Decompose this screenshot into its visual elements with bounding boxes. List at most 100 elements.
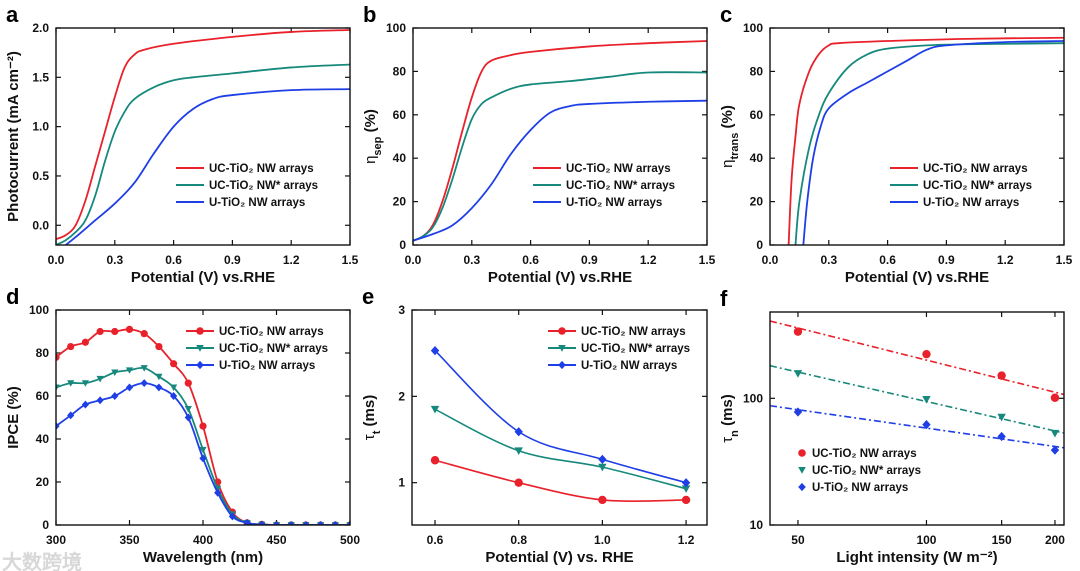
series-line-red [413, 40, 707, 242]
data-point-teal [67, 380, 75, 387]
panel-label: d [6, 284, 19, 309]
data-point-blue [793, 407, 803, 417]
data-point-blue [56, 422, 60, 431]
data-point-blue [922, 419, 931, 430]
x-tick-label: 0.3 [463, 253, 480, 267]
x-axis-label: Light intensity (W m⁻²) [836, 549, 997, 566]
legend-label: UC-TiO₂ NW arrays [923, 163, 1028, 175]
y-axis-label-main: IPCE (%) [5, 386, 22, 449]
y-tick-label: 40 [393, 151, 407, 165]
data-point-red [67, 342, 75, 351]
data-point-blue [96, 396, 104, 405]
series-line-teal [56, 63, 350, 245]
fit-curve-teal [434, 408, 687, 490]
data-point-blue [184, 413, 192, 422]
watermark: 大数跨境 [2, 550, 82, 571]
plot-frame [769, 27, 1065, 246]
data-point-red [125, 325, 134, 333]
y-tick-label: 80 [750, 64, 764, 78]
data-point-red [155, 342, 163, 351]
y-tick-label: 1.0 [32, 120, 49, 134]
legend-label: U-TiO₂ NW arrays [219, 360, 315, 372]
chart-panel-c: c 0.0 0.3 0.6 0.9 1.2 1.5 0 20 40 60 80 100 Potential… [719, 2, 1073, 286]
data-point-red [793, 327, 803, 336]
plot-area [430, 345, 691, 505]
data-point-teal [125, 367, 134, 374]
x-axis-label: Potential (V) vs.RHE [488, 269, 632, 286]
data-point-teal [184, 406, 192, 413]
data-point-blue [272, 521, 281, 525]
x-tick-label: 0.0 [762, 253, 779, 267]
x-tick-label: 400 [193, 533, 213, 547]
plot-frame [411, 309, 708, 526]
data-point-teal [598, 463, 607, 472]
y-axis-label-main: η [719, 160, 736, 168]
x-tick-label: 0.0 [405, 253, 422, 267]
data-point-red [170, 360, 178, 368]
data-point-teal [56, 384, 60, 391]
series-line-blue [413, 99, 707, 242]
series-line-blue [65, 88, 350, 245]
y-tick-label: 100 [386, 21, 406, 35]
y-tick-label: 0 [399, 238, 406, 252]
plot-area [56, 29, 350, 245]
legend-marker-red [798, 449, 806, 457]
x-tick-label: 1.2 [997, 253, 1014, 267]
series-line-teal [413, 71, 707, 242]
data-point-blue [598, 454, 607, 464]
plot-area [56, 325, 350, 525]
x-tick-label: 0.9 [581, 253, 598, 267]
y-tick-label: 100 [29, 303, 49, 317]
data-point-red [199, 422, 207, 430]
data-point-teal [111, 369, 119, 376]
legend-label: UC-TiO₂ NW* arrays [923, 180, 1032, 192]
data-point-red [184, 379, 192, 387]
panel-label: c [720, 2, 732, 27]
legend-marker-blue [558, 360, 566, 370]
x-tick-label: 0.3 [106, 253, 123, 267]
data-point-blue [258, 520, 266, 525]
x-tick-label: 0.0 [48, 253, 65, 267]
x-tick-label: 0.8 [510, 533, 527, 547]
y-axis-label-unit: (%) [719, 105, 736, 133]
data-point-red [681, 495, 691, 505]
y-tick-label: 100 [743, 391, 763, 405]
data-point-blue [681, 478, 691, 488]
x-tick-label: 100 [916, 533, 936, 547]
fit-line-teal [770, 364, 1064, 434]
y-tick-label: 60 [36, 389, 50, 403]
panel-label: f [720, 286, 728, 311]
data-point-blue [199, 454, 207, 463]
x-tick-label: 300 [46, 533, 66, 547]
legend-label: U-TiO₂ NW arrays [209, 197, 305, 209]
y-tick-label: 20 [750, 195, 764, 209]
y-tick-label: 2 [398, 389, 405, 403]
data-point-red [598, 495, 607, 505]
chart-panel-e: e 0.6 0.8 1.0 1.2 1 2 3 Potential (V) vs. RHE τt … [361, 284, 708, 566]
y-tick-label: 1 [398, 476, 405, 490]
chart-panel-a: a 0.0 0.3 0.6 0.9 1.2 1.5 0.0 0.5 1.0 1.5 2.0 Potent… [5, 2, 359, 286]
y-axis-label: ηsep (%) [362, 109, 384, 164]
y-axis-label-sub: sep [372, 136, 384, 155]
legend-label: UC-TiO₂ NW* arrays [812, 465, 921, 477]
fit-curve-red [434, 459, 687, 503]
series-line-teal [794, 42, 1064, 245]
y-axis-label: IPCE (%) [5, 386, 22, 449]
data-point-red [140, 330, 148, 338]
data-point-red [96, 327, 104, 336]
data-point-blue [317, 521, 325, 525]
legend-label: UC-TiO₂ NW* arrays [581, 343, 690, 355]
x-tick-label: 0.9 [938, 253, 955, 267]
plot-frame [55, 309, 351, 526]
y-tick-label: 20 [36, 475, 50, 489]
x-tick-label: 1.2 [283, 253, 300, 267]
x-tick-label: 450 [266, 533, 286, 547]
fit-line-red [770, 320, 1064, 396]
series-line-teal [56, 366, 350, 525]
data-point-teal [81, 380, 89, 387]
data-point-teal [155, 373, 163, 381]
fit-line-blue [770, 404, 1064, 449]
y-tick-label: 60 [393, 108, 407, 122]
y-axis-label: τn (ms) [719, 394, 741, 443]
